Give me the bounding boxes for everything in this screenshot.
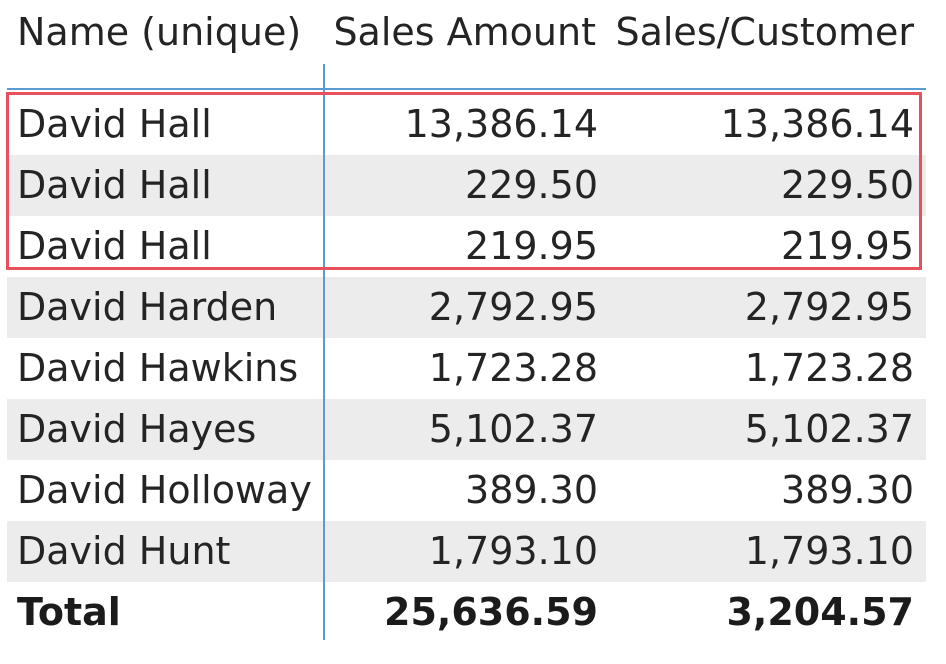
total-row[interactable]: Total 25,636.59 3,204.57 [7, 582, 926, 643]
total-sales-per-customer: 3,204.57 [726, 590, 914, 634]
table-row[interactable]: David Holloway 389.30 389.30 [7, 460, 926, 521]
cell-sales-per-customer: 2,792.95 [744, 285, 914, 329]
table-row[interactable]: David Hunt 1,793.10 1,793.10 [7, 521, 926, 582]
cell-sales-per-customer: 1,723.28 [744, 346, 914, 390]
cell-sales-amount: 229.50 [465, 163, 598, 207]
column-header-name[interactable]: Name (unique) [17, 10, 302, 54]
cell-sales-per-customer: 13,386.14 [720, 102, 914, 146]
table-row[interactable]: David Hawkins 1,723.28 1,723.28 [7, 338, 926, 399]
cell-sales-per-customer: 229.50 [781, 163, 914, 207]
column-divider [323, 64, 325, 640]
column-header-sales-per-customer[interactable]: Sales/Customer [615, 10, 914, 54]
cell-name: David Hall [17, 163, 212, 207]
cell-name: David Hall [17, 224, 212, 268]
cell-sales-amount: 13,386.14 [404, 102, 598, 146]
cell-sales-amount: 219.95 [465, 224, 598, 268]
total-label: Total [17, 590, 121, 634]
cell-sales-amount: 389.30 [465, 468, 598, 512]
cell-name: David Hayes [17, 407, 257, 451]
table-row[interactable]: David Harden 2,792.95 2,792.95 [7, 277, 926, 338]
cell-sales-amount: 5,102.37 [428, 407, 598, 451]
cell-sales-amount: 2,792.95 [428, 285, 598, 329]
cell-name: David Hall [17, 102, 212, 146]
cell-sales-per-customer: 389.30 [781, 468, 914, 512]
table-header: Name (unique) Sales Amount Sales/Custome… [7, 0, 926, 64]
cell-name: David Hawkins [17, 346, 299, 390]
cell-sales-per-customer: 5,102.37 [744, 407, 914, 451]
cell-name: David Holloway [17, 468, 312, 512]
cell-sales-per-customer: 1,793.10 [744, 529, 914, 573]
cell-name: David Hunt [17, 529, 231, 573]
cell-sales-amount: 1,723.28 [428, 346, 598, 390]
total-sales-amount: 25,636.59 [384, 590, 598, 634]
table-row[interactable]: David Hall 219.95 219.95 [7, 216, 926, 277]
cell-sales-amount: 1,793.10 [428, 529, 598, 573]
header-divider [7, 88, 926, 90]
table-row[interactable]: David Hayes 5,102.37 5,102.37 [7, 399, 926, 460]
table-row[interactable]: David Hall 13,386.14 13,386.14 [7, 94, 926, 155]
table-row[interactable]: David Hall 229.50 229.50 [7, 155, 926, 216]
column-header-sales-amount[interactable]: Sales Amount [333, 10, 596, 54]
cell-sales-per-customer: 219.95 [781, 224, 914, 268]
cell-name: David Harden [17, 285, 278, 329]
